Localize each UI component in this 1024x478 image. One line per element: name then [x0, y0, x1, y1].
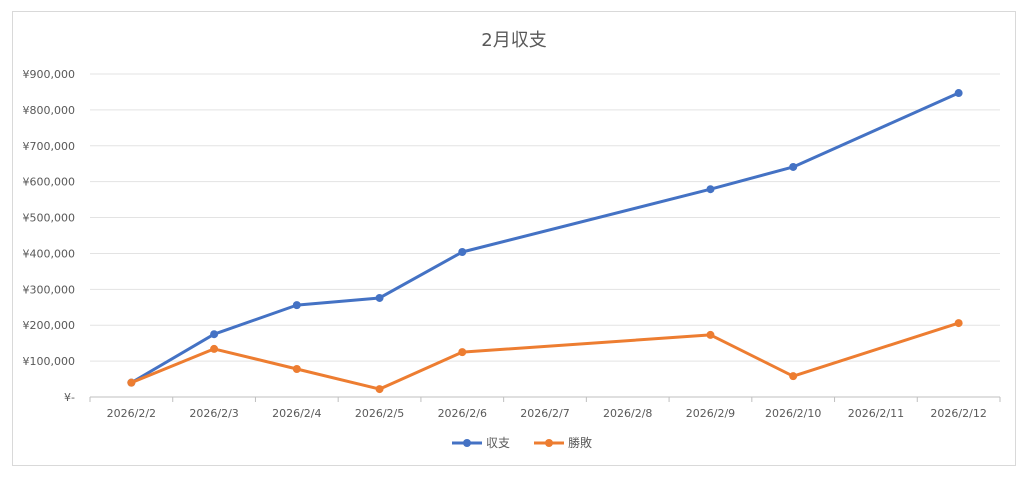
x-tick-label: 2026/2/3: [189, 407, 238, 420]
data-point: [706, 330, 715, 339]
x-tick-label: 2026/2/2: [107, 407, 156, 420]
data-point: [706, 185, 715, 194]
series-line-0: [130, 91, 960, 384]
chart-title: 2月収支: [481, 30, 546, 51]
x-tick-label: 2026/2/12: [930, 407, 986, 420]
x-tick-label: 2026/2/4: [272, 407, 321, 420]
x-tick-label: 2026/2/6: [438, 407, 487, 420]
data-point: [292, 365, 301, 374]
chart-frame: [12, 11, 1016, 466]
y-tick-label: ¥-: [64, 391, 75, 404]
data-point: [375, 385, 384, 394]
data-point: [292, 301, 301, 310]
data-point: [954, 319, 963, 328]
series-line-1: [130, 321, 960, 391]
legend-marker-icon: [463, 439, 471, 447]
x-tick-label: 2026/2/5: [355, 407, 404, 420]
legend-marker-icon: [545, 439, 553, 447]
data-point: [954, 89, 963, 98]
y-tick-label: ¥700,000: [23, 140, 76, 153]
x-tick-label: 2026/2/11: [848, 407, 904, 420]
data-point: [127, 378, 136, 387]
x-tick-label: 2026/2/8: [603, 407, 652, 420]
data-point: [458, 248, 467, 257]
data-point: [789, 162, 798, 171]
y-tick-label: ¥800,000: [23, 104, 76, 117]
data-point: [210, 330, 219, 339]
y-tick-label: ¥400,000: [23, 247, 76, 260]
x-tick-label: 2026/2/7: [520, 407, 569, 420]
x-tick-label: 2026/2/10: [765, 407, 821, 420]
x-tick-label: 2026/2/9: [686, 407, 735, 420]
y-tick-label: ¥300,000: [23, 283, 76, 296]
y-tick-label: ¥500,000: [23, 212, 76, 225]
data-point: [210, 344, 219, 353]
y-tick-label: ¥200,000: [23, 319, 76, 332]
data-point: [375, 293, 384, 302]
data-point: [789, 372, 798, 381]
data-point: [458, 348, 467, 357]
y-tick-label: ¥100,000: [23, 355, 76, 368]
legend-label: 勝敗: [568, 435, 592, 450]
y-tick-label: ¥900,000: [23, 68, 76, 81]
y-tick-label: ¥600,000: [23, 176, 76, 189]
legend-label: 収支: [486, 436, 510, 450]
